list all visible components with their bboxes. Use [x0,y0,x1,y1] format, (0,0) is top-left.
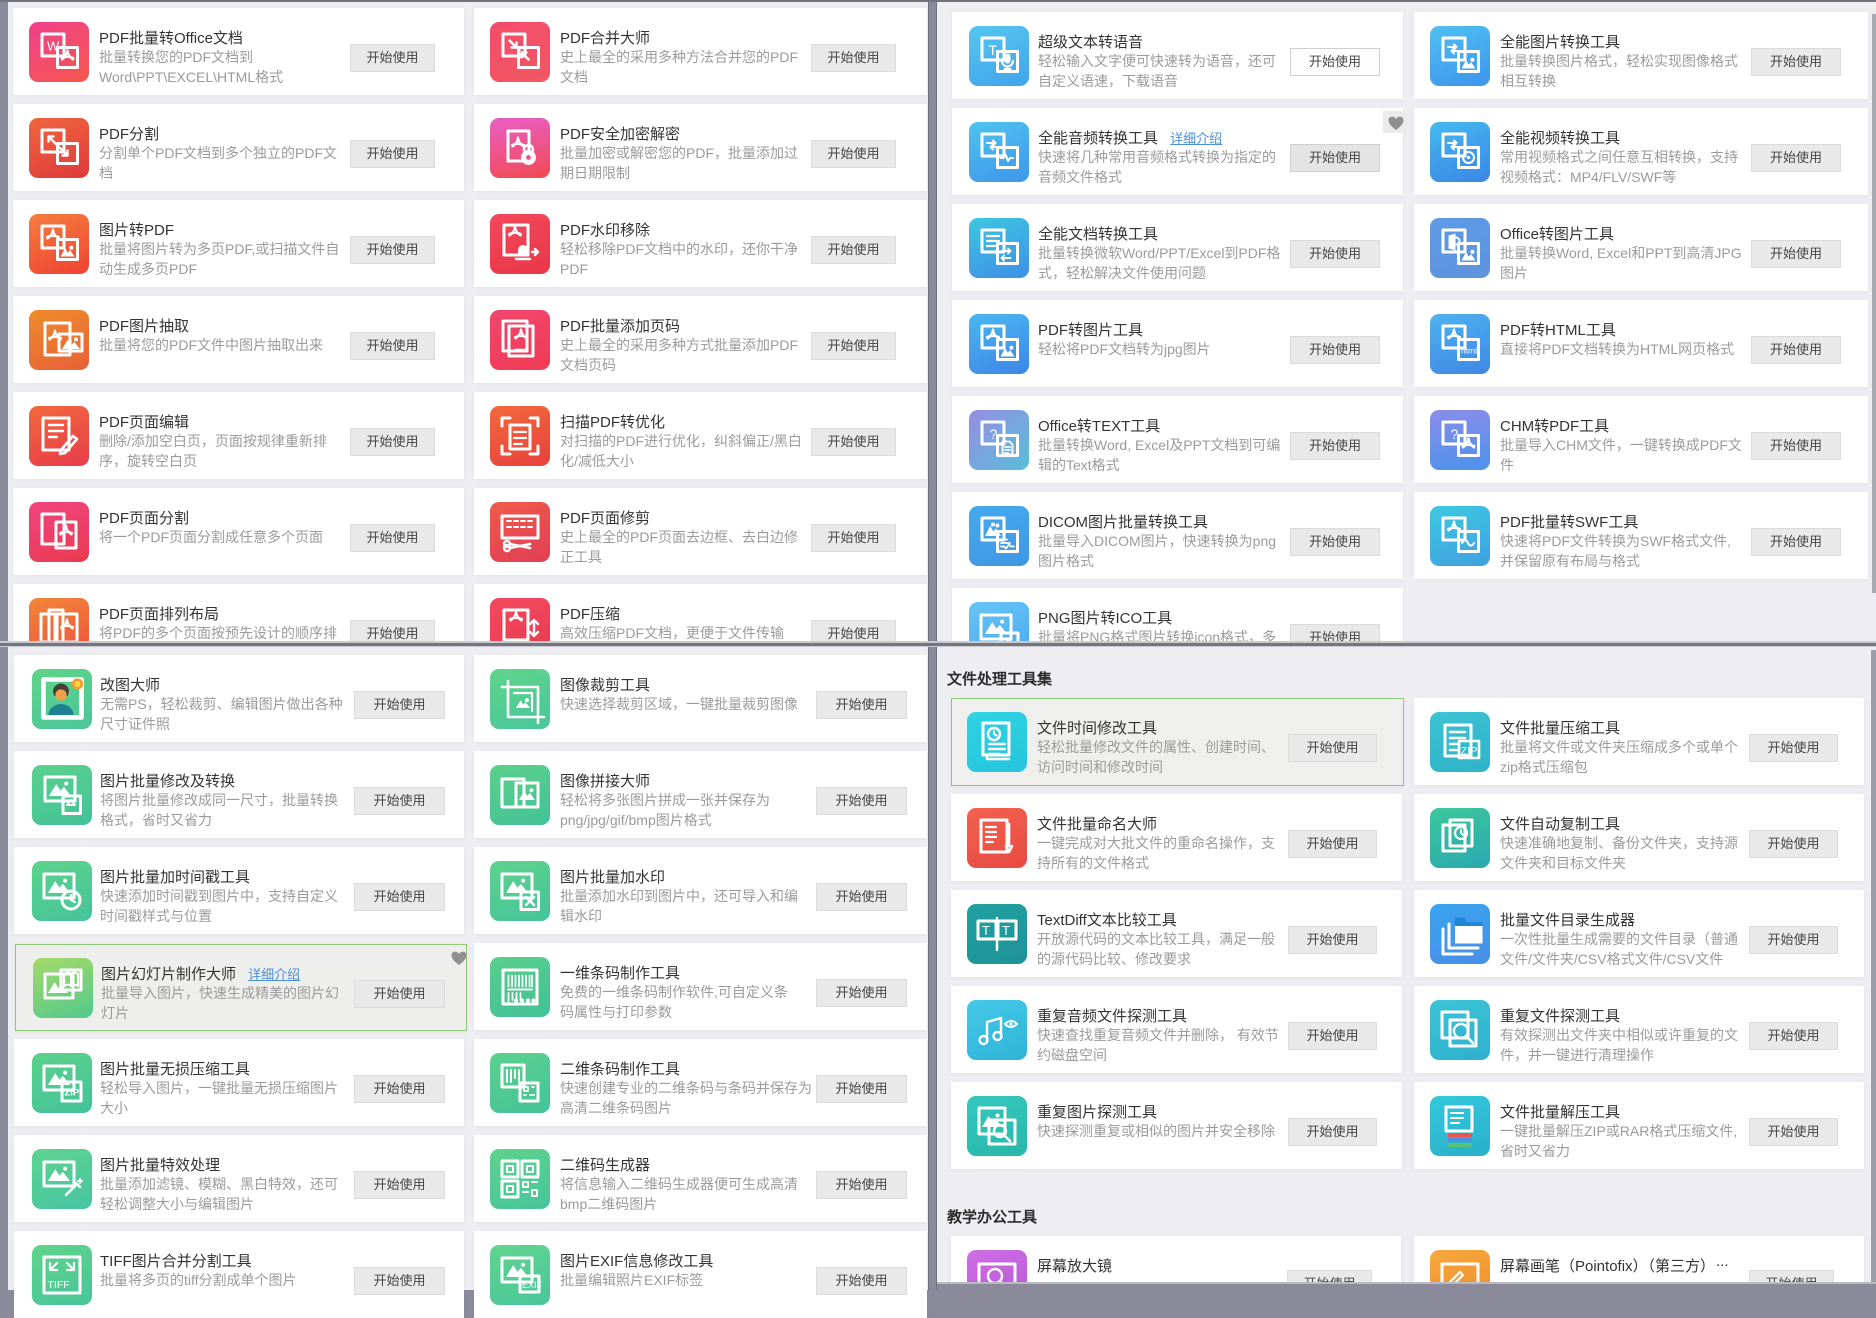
svg-text:ZIP: ZIP [65,1088,80,1099]
svg-text:ZIP: ZIP [1461,746,1478,758]
svg-text:T: T [989,42,998,58]
svg-text:W: W [47,39,60,54]
svg-text:?: ? [1451,426,1459,442]
svg-text:html: html [1461,346,1477,356]
svg-text:T: T [982,923,990,938]
svg-text:T: T [1002,923,1010,938]
svg-text:EXIF: EXIF [522,1280,543,1290]
svg-text:?: ? [990,426,998,442]
svg-text:TIFF: TIFF [48,1279,70,1291]
